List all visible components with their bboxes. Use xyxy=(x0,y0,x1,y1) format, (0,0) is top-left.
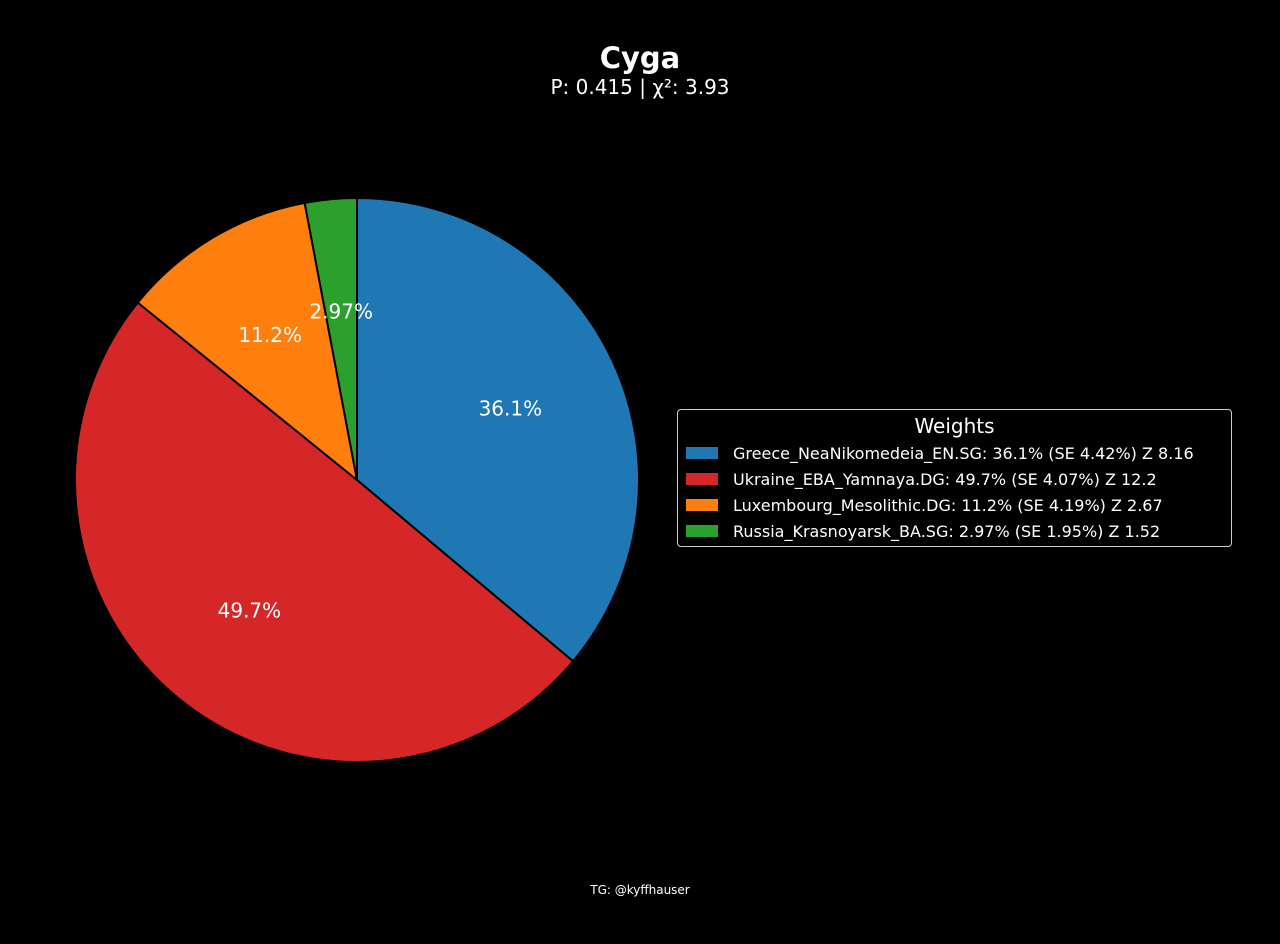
chart-subtitle: P: 0.415 | χ²: 3.93 xyxy=(550,75,730,99)
pie-slice-russia xyxy=(303,197,358,481)
legend-label: Luxembourg_Mesolithic.DG: 11.2% (SE 4.19… xyxy=(733,495,1163,515)
legend-swatch xyxy=(686,499,718,511)
legend-title: Weights xyxy=(914,414,995,438)
legend-item-luxembourg: Luxembourg_Mesolithic.DG: 11.2% (SE 4.19… xyxy=(678,492,1231,518)
pct-label-greece: 36.1% xyxy=(479,396,543,420)
pie-slice-greece xyxy=(356,197,640,663)
legend-swatch xyxy=(686,447,718,459)
legend-item-ukraine: Ukraine_EBA_Yamnaya.DG: 49.7% (SE 4.07%)… xyxy=(678,466,1231,492)
footer-credit: TG: @kyffhauser xyxy=(590,883,690,897)
legend-swatch xyxy=(686,473,718,485)
legend-label: Greece_NeaNikomedeia_EN.SG: 36.1% (SE 4.… xyxy=(733,443,1194,463)
chart-title: Cyga xyxy=(599,41,681,75)
legend-label: Russia_Krasnoyarsk_BA.SG: 2.97% (SE 1.95… xyxy=(733,521,1161,541)
legend-item-greece: Greece_NeaNikomedeia_EN.SG: 36.1% (SE 4.… xyxy=(678,440,1231,466)
pie-slice-ukraine xyxy=(74,301,575,763)
legend-item-russia: Russia_Krasnoyarsk_BA.SG: 2.97% (SE 1.95… xyxy=(678,518,1231,544)
pct-label-russia: 2.97% xyxy=(309,300,373,324)
legend-swatch xyxy=(686,525,718,537)
pie-slice-luxembourg xyxy=(136,201,358,481)
pct-label-luxembourg: 11.2% xyxy=(238,323,302,347)
legend: Weights Greece_NeaNikomedeia_EN.SG: 36.1… xyxy=(677,409,1232,547)
pct-label-ukraine: 49.7% xyxy=(218,599,282,623)
legend-label: Ukraine_EBA_Yamnaya.DG: 49.7% (SE 4.07%)… xyxy=(733,469,1157,489)
